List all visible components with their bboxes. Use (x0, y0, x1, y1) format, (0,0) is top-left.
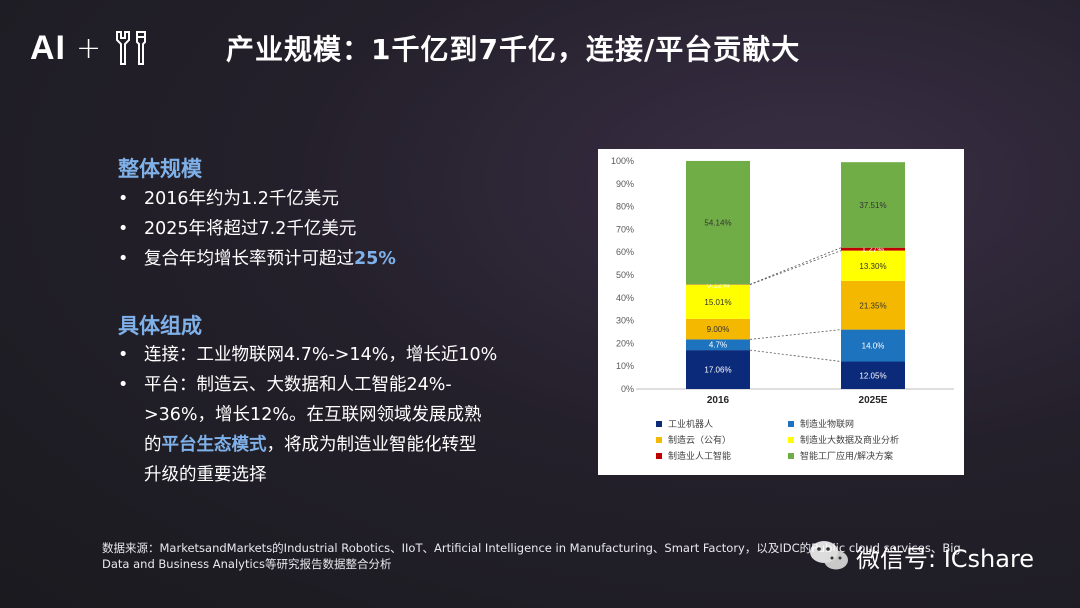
y-tick-label: 30% (616, 316, 634, 326)
data-label: 17.06% (704, 366, 731, 375)
x-tick-label: 2025E (859, 395, 888, 406)
legend-swatch (788, 453, 794, 459)
page-title: 产业规模：1千亿到7千亿，连接/平台贡献大 (226, 33, 801, 66)
y-tick-label: 0% (621, 384, 634, 394)
legend-swatch (788, 437, 794, 443)
platform-line-3-prefix: 的 (144, 435, 162, 455)
connector-line (749, 247, 842, 285)
connector-line (749, 329, 842, 340)
legend-label: 制造业人工智能 (668, 450, 731, 462)
platform-ecosystem-highlight: 平台生态模式 (161, 435, 267, 455)
data-label: 13.30% (859, 262, 886, 271)
watermark-text: 微信号: ICshare (856, 544, 1035, 573)
data-label: 1.27% (862, 245, 885, 254)
data-label: 14.0% (862, 342, 885, 351)
data-label: 0.12% (707, 281, 730, 290)
y-tick-label: 10% (616, 361, 634, 371)
bar-segment (686, 350, 750, 389)
logo: AI + (30, 28, 151, 68)
growth-rate-highlight: 25% (354, 249, 396, 269)
overall-item-1: 2016年约为1.2千亿美元 (118, 184, 396, 214)
data-source-note: 数据来源：MarketsandMarkets的Industrial Roboti… (102, 540, 972, 572)
legend-label: 智能工厂应用/解决方案 (800, 450, 893, 462)
legend-swatch (656, 421, 662, 427)
bar-segment (686, 284, 750, 319)
detail-item-connection: 连接：工业物联网4.7%->14%，增长近10% (118, 340, 497, 370)
platform-line-4: 升级的重要选择 (144, 465, 267, 485)
bar-segment (841, 329, 905, 362)
legend-swatch (656, 453, 662, 459)
y-tick-label: 100% (611, 156, 634, 166)
detail-item-platform: 平台：制造云、大数据和人工智能24%- >36%，增长12%。在互联网领域发展成… (118, 370, 497, 490)
detail-list: 连接：工业物联网4.7%->14%，增长近10% 平台：制造云、大数据和人工智能… (118, 340, 497, 490)
overall-list: 2016年约为1.2千亿美元 2025年将超过7.2千亿美元 复合年均增长率预计… (118, 184, 396, 274)
y-tick-label: 20% (616, 338, 634, 348)
platform-line-1: 平台：制造云、大数据和人工智能24%- (144, 375, 452, 395)
bar-segment (841, 361, 905, 389)
legend-label: 工业机器人 (668, 418, 713, 430)
bar-segment (841, 280, 905, 330)
data-label: 15.01% (704, 298, 731, 307)
wechat-icon (810, 541, 848, 570)
bar-segment (686, 318, 750, 340)
x-tick-label: 2016 (707, 395, 730, 406)
overall-item-2: 2025年将超过7.2千亿美元 (118, 214, 396, 244)
legend-label: 制造云（公有） (668, 434, 731, 446)
source-line-1: 数据来源：MarketsandMarkets的Industrial Roboti… (102, 541, 961, 555)
y-tick-label: 70% (616, 224, 634, 234)
legend-label: 制造业大数据及商业分析 (800, 434, 899, 446)
y-tick-label: 50% (616, 270, 634, 280)
platform-line-2: >36%，增长12%。在互联网领域发展成熟 (144, 405, 482, 425)
bar-segment (841, 250, 905, 281)
tools-icon (116, 31, 147, 65)
stacked-bar-chart: 0% 10% 20% 30% 40% 50% 60% 70% 80% 90% 100% 17.06% 4… (598, 149, 964, 475)
legend-swatch (788, 421, 794, 427)
chart-svg: 0% 10% 20% 30% 40% 50% 60% 70% 80% 90% 100% 17.06% 4… (611, 156, 954, 462)
watermark: 微信号: ICshare (808, 538, 1034, 574)
overall-item-3: 复合年均增长率预计可超过25% (118, 244, 396, 274)
logo-ai-text: AI (30, 28, 66, 67)
legend-swatch (656, 437, 662, 443)
legend-label: 制造业物联网 (800, 418, 854, 430)
bar-segment (686, 160, 750, 285)
data-label: 21.35% (859, 301, 886, 310)
data-label: 12.05% (859, 371, 886, 380)
bar-segment (841, 247, 905, 251)
y-tick-label: 40% (616, 293, 634, 303)
connector-line (749, 349, 842, 362)
data-label: 37.51% (859, 201, 886, 210)
source-line-2: Data and Business Analytics等研究报告数据整合分析 (102, 557, 392, 571)
y-tick-label: 80% (616, 202, 634, 212)
overall-heading: 整体规模 (118, 157, 202, 181)
bar-segment (686, 339, 750, 351)
y-tick-label: 60% (616, 247, 634, 257)
data-label: 4.7% (709, 341, 727, 350)
bar-segment (841, 162, 905, 248)
data-label: 9.00% (707, 325, 730, 334)
logo-plus: + (76, 30, 102, 66)
overall-item-3-text: 复合年均增长率预计可超过 (144, 249, 354, 269)
y-tick-label: 90% (616, 179, 634, 189)
platform-line-3-suffix: ，将成为制造业智能化转型 (266, 435, 477, 455)
data-label: 54.14% (704, 219, 731, 228)
detail-heading: 具体组成 (118, 314, 202, 338)
connector-line (749, 250, 842, 286)
